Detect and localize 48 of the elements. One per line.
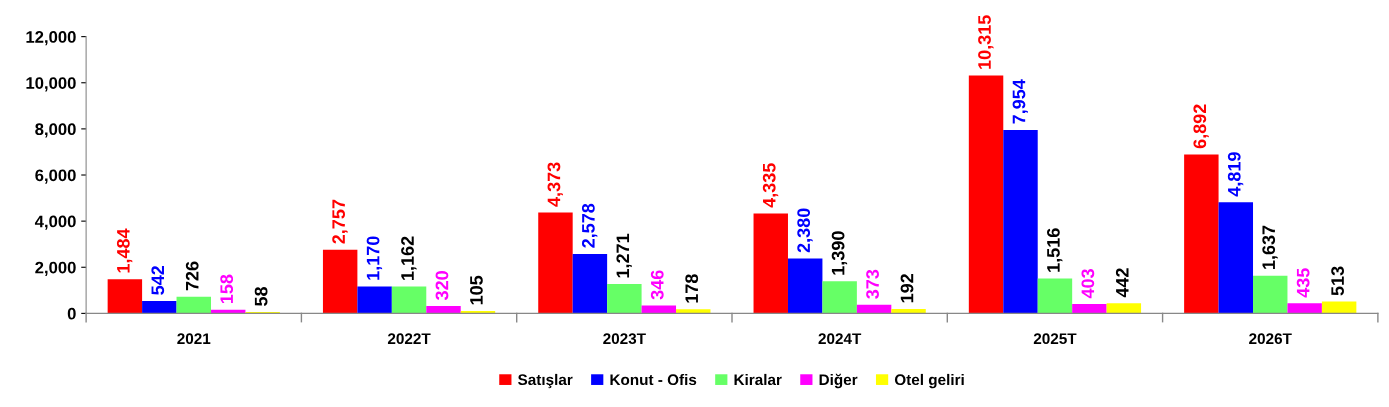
y-tick-label: 10,000 xyxy=(26,77,76,92)
legend-label: Konut - Ofis xyxy=(610,373,697,386)
y-tick-label: 8,000 xyxy=(35,123,76,138)
data-label: 1,390 xyxy=(831,231,848,275)
data-label: 2,757 xyxy=(332,199,348,244)
data-label: 178 xyxy=(685,274,699,303)
y-tick-label: 12,000 xyxy=(26,31,76,46)
x-tick-label: 2021 xyxy=(177,333,211,345)
data-label: 1,271 xyxy=(616,233,632,278)
data-label: 373 xyxy=(866,269,879,299)
data-label: 6,892 xyxy=(1193,104,1209,149)
data-label: 158 xyxy=(220,274,234,304)
x-tick-label: 2023T xyxy=(603,333,646,345)
data-label: 320 xyxy=(435,271,449,301)
data-label: 513 xyxy=(1331,266,1345,296)
data-label: 542 xyxy=(151,265,165,295)
x-tick-label: 2024T xyxy=(818,333,862,345)
data-label: 2,380 xyxy=(797,208,813,253)
data-label: 4,819 xyxy=(1227,152,1244,197)
data-label: 192 xyxy=(900,274,914,303)
data-label: 403 xyxy=(1081,269,1095,299)
y-tick-label: 0 xyxy=(67,307,76,320)
y-tick-label: 2,000 xyxy=(35,261,76,276)
legend-label: Kiralar xyxy=(734,373,782,386)
x-tick-label: 2022T xyxy=(387,333,431,345)
data-label: 1,162 xyxy=(401,236,417,280)
data-label: 435 xyxy=(1296,268,1310,298)
data-label: 442 xyxy=(1115,268,1129,298)
data-label: 4,335 xyxy=(762,163,779,208)
legend-label: Diğer xyxy=(819,373,858,389)
data-label: 1,170 xyxy=(366,236,383,280)
data-label: 1,637 xyxy=(1262,225,1278,269)
y-tick-label: 4,000 xyxy=(34,215,76,230)
y-tick-label: 6,000 xyxy=(35,169,76,184)
data-label: 58 xyxy=(254,286,268,306)
data-label: 4,373 xyxy=(547,162,563,207)
data-label: 346 xyxy=(650,270,664,300)
data-label: 726 xyxy=(185,261,199,291)
legend-label: Otel geliri xyxy=(894,373,964,389)
data-label: 2,578 xyxy=(581,203,598,248)
x-tick-label: 2025T xyxy=(1033,333,1077,345)
x-tick-label: 2026T xyxy=(1249,333,1292,345)
data-label: 10,315 xyxy=(978,15,994,69)
data-label: 105 xyxy=(470,275,483,305)
legend-label: Satışlar xyxy=(518,373,573,389)
data-label: 7,954 xyxy=(1012,79,1028,124)
data-label: 1,516 xyxy=(1047,228,1063,272)
data-label: 1,484 xyxy=(116,228,133,273)
